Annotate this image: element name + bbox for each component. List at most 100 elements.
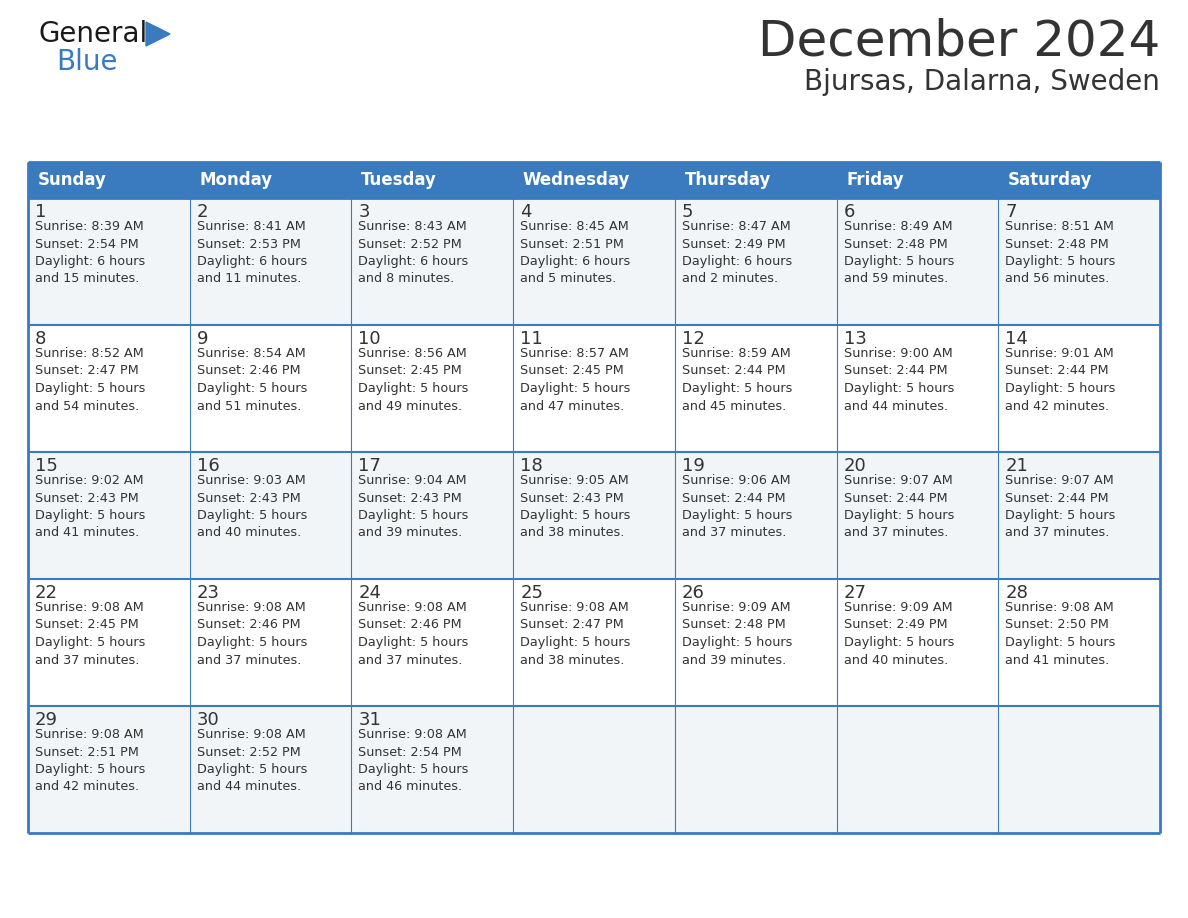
Bar <box>190 325 352 452</box>
Text: 12: 12 <box>682 330 704 348</box>
Text: 9: 9 <box>197 330 208 348</box>
Text: Sunrise: 8:51 AM
Sunset: 2:48 PM
Daylight: 5 hours
and 56 minutes.: Sunrise: 8:51 AM Sunset: 2:48 PM Dayligh… <box>1005 220 1116 285</box>
Text: Sunrise: 8:52 AM
Sunset: 2:47 PM
Daylight: 5 hours
and 54 minutes.: Sunrise: 8:52 AM Sunset: 2:47 PM Dayligh… <box>34 347 145 412</box>
Bar <box>513 325 675 452</box>
Bar <box>190 198 352 325</box>
Text: Sunrise: 9:06 AM
Sunset: 2:44 PM
Daylight: 5 hours
and 37 minutes.: Sunrise: 9:06 AM Sunset: 2:44 PM Dayligh… <box>682 474 792 540</box>
Text: Saturday: Saturday <box>1007 171 1093 189</box>
Bar <box>513 198 675 325</box>
Polygon shape <box>146 22 170 46</box>
Text: Sunrise: 9:08 AM
Sunset: 2:50 PM
Daylight: 5 hours
and 41 minutes.: Sunrise: 9:08 AM Sunset: 2:50 PM Dayligh… <box>1005 601 1116 666</box>
Text: Sunrise: 8:54 AM
Sunset: 2:46 PM
Daylight: 5 hours
and 51 minutes.: Sunrise: 8:54 AM Sunset: 2:46 PM Dayligh… <box>197 347 307 412</box>
Text: 16: 16 <box>197 457 220 475</box>
Bar <box>29 452 190 579</box>
Bar <box>352 706 513 833</box>
Text: Blue: Blue <box>56 48 118 76</box>
Text: 28: 28 <box>1005 584 1028 602</box>
Bar <box>29 579 190 706</box>
Text: Sunrise: 9:08 AM
Sunset: 2:46 PM
Daylight: 5 hours
and 37 minutes.: Sunrise: 9:08 AM Sunset: 2:46 PM Dayligh… <box>359 601 469 666</box>
Text: 23: 23 <box>197 584 220 602</box>
Text: Sunday: Sunday <box>38 171 107 189</box>
Text: 19: 19 <box>682 457 704 475</box>
Text: 31: 31 <box>359 711 381 729</box>
Text: Sunrise: 8:39 AM
Sunset: 2:54 PM
Daylight: 6 hours
and 15 minutes.: Sunrise: 8:39 AM Sunset: 2:54 PM Dayligh… <box>34 220 145 285</box>
Text: 21: 21 <box>1005 457 1028 475</box>
Text: Sunrise: 8:41 AM
Sunset: 2:53 PM
Daylight: 6 hours
and 11 minutes.: Sunrise: 8:41 AM Sunset: 2:53 PM Dayligh… <box>197 220 307 285</box>
Bar <box>836 579 998 706</box>
Bar <box>998 452 1159 579</box>
Text: 13: 13 <box>843 330 866 348</box>
Text: 20: 20 <box>843 457 866 475</box>
Bar <box>29 706 190 833</box>
Bar <box>352 452 513 579</box>
Text: Tuesday: Tuesday <box>361 171 437 189</box>
Text: Sunrise: 9:00 AM
Sunset: 2:44 PM
Daylight: 5 hours
and 44 minutes.: Sunrise: 9:00 AM Sunset: 2:44 PM Dayligh… <box>843 347 954 412</box>
Bar <box>675 452 836 579</box>
Text: 22: 22 <box>34 584 58 602</box>
Bar <box>675 325 836 452</box>
Text: 24: 24 <box>359 584 381 602</box>
Text: Sunrise: 9:03 AM
Sunset: 2:43 PM
Daylight: 5 hours
and 40 minutes.: Sunrise: 9:03 AM Sunset: 2:43 PM Dayligh… <box>197 474 307 540</box>
Text: 15: 15 <box>34 457 58 475</box>
Text: Sunrise: 9:07 AM
Sunset: 2:44 PM
Daylight: 5 hours
and 37 minutes.: Sunrise: 9:07 AM Sunset: 2:44 PM Dayligh… <box>1005 474 1116 540</box>
Text: 1: 1 <box>34 203 46 221</box>
Bar <box>29 198 190 325</box>
Text: Sunrise: 9:08 AM
Sunset: 2:51 PM
Daylight: 5 hours
and 42 minutes.: Sunrise: 9:08 AM Sunset: 2:51 PM Dayligh… <box>34 728 145 793</box>
Text: December 2024: December 2024 <box>758 18 1159 66</box>
Bar <box>29 162 1159 198</box>
Text: Friday: Friday <box>846 171 904 189</box>
Bar <box>513 452 675 579</box>
Bar <box>29 325 190 452</box>
Text: 4: 4 <box>520 203 532 221</box>
Bar <box>190 706 352 833</box>
Text: 18: 18 <box>520 457 543 475</box>
Text: 7: 7 <box>1005 203 1017 221</box>
Bar <box>352 325 513 452</box>
Text: 25: 25 <box>520 584 543 602</box>
Text: Sunrise: 8:56 AM
Sunset: 2:45 PM
Daylight: 5 hours
and 49 minutes.: Sunrise: 8:56 AM Sunset: 2:45 PM Dayligh… <box>359 347 469 412</box>
Text: Sunrise: 8:47 AM
Sunset: 2:49 PM
Daylight: 6 hours
and 2 minutes.: Sunrise: 8:47 AM Sunset: 2:49 PM Dayligh… <box>682 220 792 285</box>
Text: Sunrise: 9:08 AM
Sunset: 2:45 PM
Daylight: 5 hours
and 37 minutes.: Sunrise: 9:08 AM Sunset: 2:45 PM Dayligh… <box>34 601 145 666</box>
Text: Sunrise: 8:45 AM
Sunset: 2:51 PM
Daylight: 6 hours
and 5 minutes.: Sunrise: 8:45 AM Sunset: 2:51 PM Dayligh… <box>520 220 631 285</box>
Text: 30: 30 <box>197 711 220 729</box>
Bar <box>836 325 998 452</box>
Text: General: General <box>38 20 147 48</box>
Text: Sunrise: 8:43 AM
Sunset: 2:52 PM
Daylight: 6 hours
and 8 minutes.: Sunrise: 8:43 AM Sunset: 2:52 PM Dayligh… <box>359 220 469 285</box>
Bar <box>998 198 1159 325</box>
Bar <box>836 198 998 325</box>
Bar <box>675 198 836 325</box>
Bar <box>836 706 998 833</box>
Text: Sunrise: 8:59 AM
Sunset: 2:44 PM
Daylight: 5 hours
and 45 minutes.: Sunrise: 8:59 AM Sunset: 2:44 PM Dayligh… <box>682 347 792 412</box>
Bar <box>675 579 836 706</box>
Text: Wednesday: Wednesday <box>523 171 630 189</box>
Text: 29: 29 <box>34 711 58 729</box>
Text: 11: 11 <box>520 330 543 348</box>
Bar <box>190 579 352 706</box>
Bar <box>998 579 1159 706</box>
Text: 2: 2 <box>197 203 208 221</box>
Text: Monday: Monday <box>200 171 272 189</box>
Text: 27: 27 <box>843 584 866 602</box>
Bar <box>513 706 675 833</box>
Text: 26: 26 <box>682 584 704 602</box>
Text: Bjursas, Dalarna, Sweden: Bjursas, Dalarna, Sweden <box>804 68 1159 96</box>
Text: Sunrise: 8:49 AM
Sunset: 2:48 PM
Daylight: 5 hours
and 59 minutes.: Sunrise: 8:49 AM Sunset: 2:48 PM Dayligh… <box>843 220 954 285</box>
Text: 6: 6 <box>843 203 855 221</box>
Text: Sunrise: 9:02 AM
Sunset: 2:43 PM
Daylight: 5 hours
and 41 minutes.: Sunrise: 9:02 AM Sunset: 2:43 PM Dayligh… <box>34 474 145 540</box>
Text: 8: 8 <box>34 330 46 348</box>
Bar <box>352 579 513 706</box>
Text: Sunrise: 8:57 AM
Sunset: 2:45 PM
Daylight: 5 hours
and 47 minutes.: Sunrise: 8:57 AM Sunset: 2:45 PM Dayligh… <box>520 347 631 412</box>
Bar <box>675 706 836 833</box>
Bar <box>352 198 513 325</box>
Text: 14: 14 <box>1005 330 1028 348</box>
Bar <box>998 325 1159 452</box>
Text: Sunrise: 9:08 AM
Sunset: 2:46 PM
Daylight: 5 hours
and 37 minutes.: Sunrise: 9:08 AM Sunset: 2:46 PM Dayligh… <box>197 601 307 666</box>
Text: Sunrise: 9:09 AM
Sunset: 2:48 PM
Daylight: 5 hours
and 39 minutes.: Sunrise: 9:09 AM Sunset: 2:48 PM Dayligh… <box>682 601 792 666</box>
Text: Sunrise: 9:08 AM
Sunset: 2:47 PM
Daylight: 5 hours
and 38 minutes.: Sunrise: 9:08 AM Sunset: 2:47 PM Dayligh… <box>520 601 631 666</box>
Text: Sunrise: 9:08 AM
Sunset: 2:54 PM
Daylight: 5 hours
and 46 minutes.: Sunrise: 9:08 AM Sunset: 2:54 PM Dayligh… <box>359 728 469 793</box>
Bar <box>836 452 998 579</box>
Text: 5: 5 <box>682 203 694 221</box>
Text: Sunrise: 9:09 AM
Sunset: 2:49 PM
Daylight: 5 hours
and 40 minutes.: Sunrise: 9:09 AM Sunset: 2:49 PM Dayligh… <box>843 601 954 666</box>
Text: 17: 17 <box>359 457 381 475</box>
Text: 10: 10 <box>359 330 381 348</box>
